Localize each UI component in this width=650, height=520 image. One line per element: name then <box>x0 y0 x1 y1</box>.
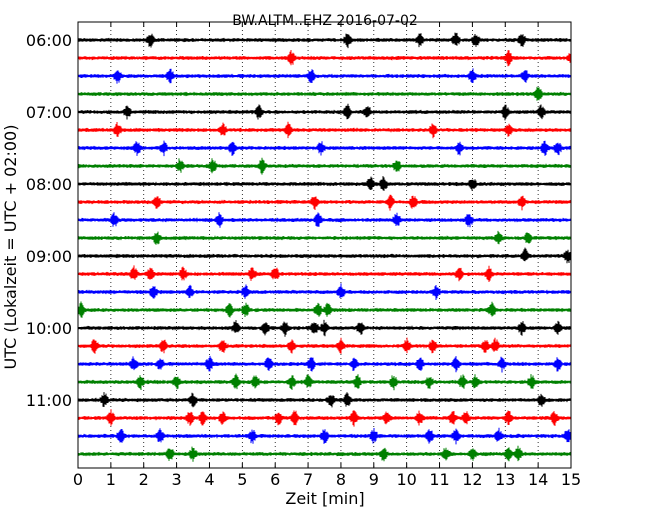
x-tick-label: 15 <box>561 470 581 489</box>
x-tick-label: 1 <box>106 470 116 489</box>
x-tick-labels: 0 1 2 3 4 5 6 7 8 9 10 11 12 13 14 15 <box>73 470 581 489</box>
y-tick-label: 09:00 <box>26 247 72 266</box>
x-tick-label: 11 <box>429 470 449 489</box>
trace-10:30 <box>77 355 572 373</box>
trace-10:00 <box>77 319 572 337</box>
trace-08:15 <box>77 194 572 211</box>
y-axis-label: UTC (Lokalzeit = UTC + 02:00) <box>1 125 20 370</box>
x-tick-label: 9 <box>369 470 379 489</box>
y-tick-label: 11:00 <box>26 391 72 410</box>
trace-10:15 <box>77 337 572 354</box>
x-tick-label: 3 <box>172 470 182 489</box>
trace-09:45 <box>77 301 572 318</box>
trace-09:00 <box>77 247 572 264</box>
x-tick-label: 5 <box>237 470 247 489</box>
trace-07:45 <box>77 157 572 175</box>
x-tick-label: 2 <box>139 470 149 489</box>
x-tick-label: 14 <box>528 470 548 489</box>
trace-06:30 <box>77 68 572 84</box>
trace-09:30 <box>77 283 572 300</box>
trace-07:30 <box>77 140 572 157</box>
x-tick-label: 4 <box>204 470 214 489</box>
trace-11:45 <box>77 445 572 462</box>
trace-07:00 <box>77 103 572 121</box>
x-tick-label: 6 <box>270 470 280 489</box>
trace-06:15 <box>77 50 572 67</box>
trace-08:45 <box>77 230 572 245</box>
y-tick-label: 08:00 <box>26 175 72 194</box>
trace-08:00 <box>77 176 572 191</box>
trace-11:30 <box>77 427 572 445</box>
x-tick-label: 0 <box>73 470 83 489</box>
y-tick-label: 10:00 <box>26 319 72 338</box>
tick-marks <box>77 22 572 468</box>
trace-10:45 <box>77 373 572 391</box>
trace-06:45 <box>77 86 572 101</box>
x-tick-label: 7 <box>303 470 313 489</box>
y-tick-label: 07:00 <box>26 103 72 122</box>
x-tick-label: 12 <box>462 470 482 489</box>
x-axis-label: Zeit [min] <box>285 489 364 508</box>
y-tick-label: 06:00 <box>26 31 72 50</box>
trace-06:00 <box>77 32 572 49</box>
x-tick-label: 13 <box>495 470 515 489</box>
x-tick-label: 10 <box>396 470 416 489</box>
trace-layer <box>77 32 572 462</box>
trace-11:15 <box>77 409 572 427</box>
x-tick-label: 8 <box>336 470 346 489</box>
plot-frame <box>77 21 572 469</box>
chart-title: BW.ALTM..EHZ 2016-07-02 <box>232 13 418 29</box>
trace-09:15 <box>77 265 572 282</box>
trace-08:30 <box>77 212 572 228</box>
trace-11:00 <box>77 392 572 408</box>
trace-07:15 <box>77 121 572 139</box>
y-tick-labels: 06:00 07:00 08:00 09:00 10:00 11:00 <box>26 31 72 410</box>
